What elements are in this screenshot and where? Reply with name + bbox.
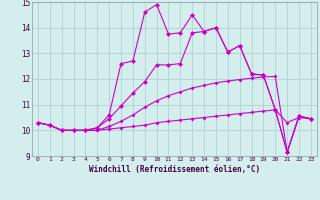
X-axis label: Windchill (Refroidissement éolien,°C): Windchill (Refroidissement éolien,°C) <box>89 165 260 174</box>
